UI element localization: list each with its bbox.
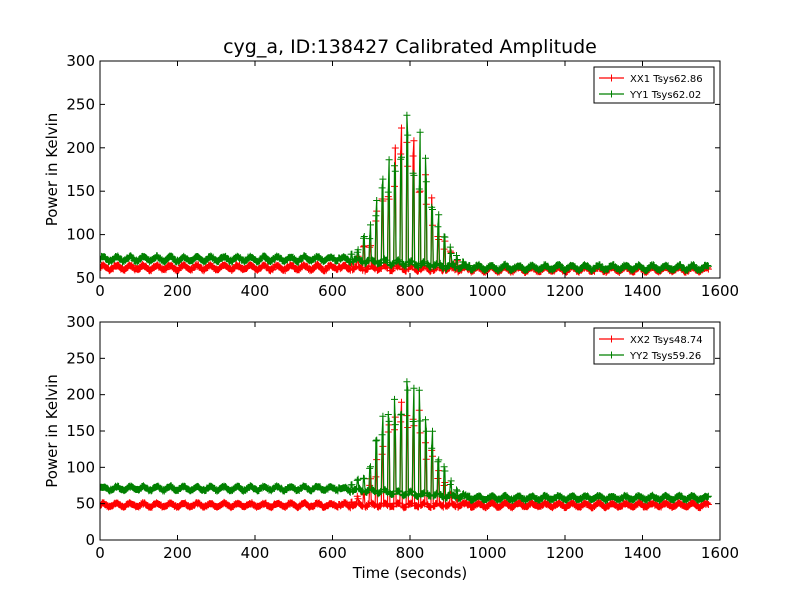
chart-title: cyg_a, ID:138427 Calibrated Amplitude [223,36,597,58]
legend: XX2 Tsys48.74 YY2 Tsys59.26 [593,327,715,365]
y-tick-label: 250 [66,349,95,367]
x-tick-label: 200 [163,282,192,300]
y-tick-label: 200 [66,139,95,157]
x-tick-label: 1400 [623,282,661,300]
bottom-subplot: 0 200 400 600 800 1000 1200 1400 1600 0 50 100 150 20… [43,313,739,582]
series-area [100,111,712,276]
legend-marker [608,351,615,359]
legend-marker [608,74,615,82]
legend-label: XX2 Tsys48.74 [630,335,703,346]
x-tick-label: 1000 [468,544,506,562]
legend-label: XX1 Tsys62.86 [630,74,703,85]
series-1 [100,398,712,512]
y-tick-label: 100 [66,226,95,244]
x-tick-label: 0 [95,544,105,562]
y-tick-label: 300 [66,313,95,331]
x-tick-label: 1600 [701,282,739,300]
y-tick-label: 0 [85,531,95,549]
x-tick-label: 1200 [546,544,584,562]
y-tick-label: 50 [76,495,95,513]
series-2 [100,111,712,275]
series-markers [100,378,712,505]
x-tick-label: 200 [163,544,192,562]
legend-box [593,327,715,365]
x-tick-label: 800 [396,544,425,562]
series-2 [100,378,712,505]
y-tick-label: 250 [66,95,95,113]
x-tick-label: 600 [318,282,347,300]
x-tick-label: 1600 [701,544,739,562]
x-tick-label: 400 [241,544,270,562]
y-tick-label: 100 [66,458,95,476]
y-tick-label: 150 [66,182,95,200]
legend-marker [608,90,615,98]
x-tick-label: 400 [241,282,270,300]
legend: XX1 Tsys62.86 YY1 Tsys62.02 [593,66,715,104]
legend-marker [608,335,615,343]
y-axis-label: Power in Kelvin [43,374,61,488]
x-tick-label: 1000 [468,282,506,300]
series-markers [100,111,712,275]
y-tick-label: 50 [76,269,95,287]
top-subplot: 0 200 400 600 800 1000 1200 1400 1600 50 100 150 200… [43,52,739,300]
x-tick-label: 600 [318,544,347,562]
series-area [100,378,712,512]
x-axis-label: Time (seconds) [352,564,468,582]
x-tick-label: 1400 [623,544,661,562]
y-tick-label: 150 [66,422,95,440]
x-tick-label: 800 [396,282,425,300]
y-axis-label: Power in Kelvin [43,113,61,227]
x-tick-label: 0 [95,282,105,300]
legend-label: YY2 Tsys59.26 [629,351,701,362]
legend-label: YY1 Tsys62.02 [629,90,701,101]
y-tick-label: 300 [66,52,95,70]
y-tick-label: 200 [66,386,95,404]
legend-box [593,66,715,104]
x-tick-label: 1200 [546,282,584,300]
